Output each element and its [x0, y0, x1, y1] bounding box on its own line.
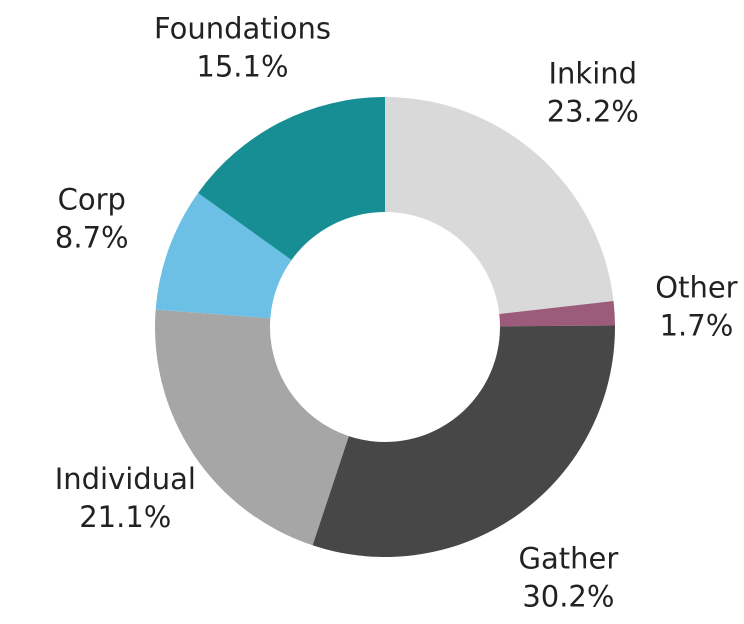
slice-label: Individual [55, 462, 196, 496]
donut-slice [198, 97, 385, 260]
donut-slice [155, 309, 349, 546]
slice-value-label: 15.1% [196, 49, 288, 83]
slice-label: Other [655, 270, 737, 304]
donut-slice [385, 97, 614, 315]
slice-label: Corp [58, 182, 126, 216]
donut-slice [312, 325, 615, 557]
slice-value-label: 8.7% [55, 220, 129, 254]
slice-value-label: 21.1% [79, 500, 171, 534]
slice-label: Foundations [154, 11, 331, 45]
slice-value-label: 30.2% [522, 579, 614, 613]
slice-value-label: 1.7% [660, 308, 734, 342]
slice-value-label: 23.2% [547, 94, 639, 128]
donut-slice [155, 192, 292, 319]
slice-label: Inkind [549, 56, 638, 90]
donut-slice [499, 301, 615, 327]
slice-label: Gather [519, 541, 619, 575]
